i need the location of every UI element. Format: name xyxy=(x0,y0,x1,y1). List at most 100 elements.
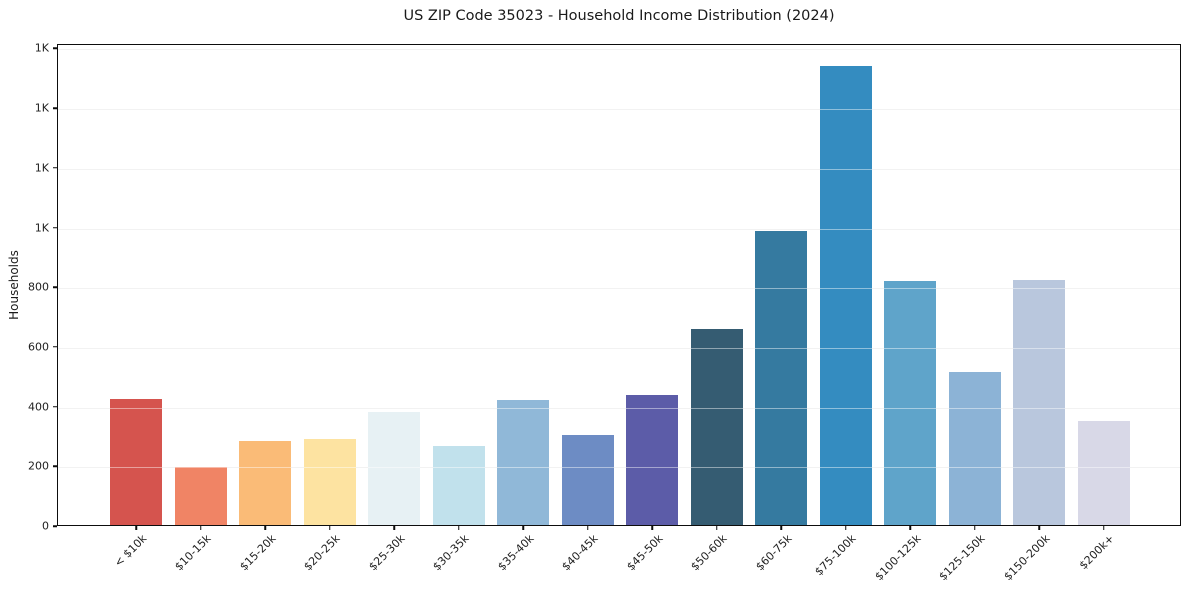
x-tick-mark xyxy=(1103,525,1105,530)
x-tick-label: < $10k xyxy=(111,532,150,570)
category-slot: $150-200k xyxy=(1001,45,1072,583)
category-slot: $10-15k xyxy=(169,45,234,573)
bar-4 xyxy=(303,439,356,525)
bar-14 xyxy=(948,371,1001,525)
x-tick-mark xyxy=(393,525,395,530)
category-slot: $75-100k xyxy=(813,45,879,578)
gridline-overlay xyxy=(58,109,1180,111)
bar-9 xyxy=(626,395,679,525)
x-tick-mark xyxy=(587,525,589,530)
gridline xyxy=(58,49,1180,51)
bar-15 xyxy=(1013,279,1066,525)
y-tick-label: 1K xyxy=(34,101,49,115)
x-tick-mark xyxy=(780,525,782,530)
y-tick-mark xyxy=(53,167,57,169)
y-tick-label: 1K xyxy=(34,221,49,235)
category-slot: < $10k xyxy=(104,45,169,570)
category-slot: $50-60k xyxy=(685,45,750,573)
x-tick-label: $50-60k xyxy=(688,532,730,574)
category-slot: $60-75k xyxy=(749,45,814,573)
bars-container: < $10k $10-15k $15-20k $20-25k $25-30k $30-35… xyxy=(104,45,1136,583)
y-tick-mark xyxy=(53,346,57,348)
x-tick-mark xyxy=(651,525,653,530)
y-tick-mark xyxy=(53,107,57,109)
gridline-overlay xyxy=(58,467,1180,469)
x-tick-mark xyxy=(329,525,331,530)
bar-3 xyxy=(239,441,292,525)
x-tick-label: $30-35k xyxy=(430,532,472,574)
x-tick-label: $60-75k xyxy=(753,532,795,574)
y-tick-label: 600 xyxy=(28,340,49,354)
category-slot: $45-50k xyxy=(620,45,685,573)
x-tick-label: $100-125k xyxy=(872,532,924,584)
gridline-overlay xyxy=(58,49,1180,51)
x-tick-mark xyxy=(458,525,460,530)
x-tick-mark xyxy=(716,525,718,530)
y-tick-label: 800 xyxy=(28,280,49,294)
category-slot: $25-30k xyxy=(362,45,427,573)
chart-title: US ZIP Code 35023 - Household Income Dis… xyxy=(403,8,835,24)
y-tick-label: 1K xyxy=(34,41,49,55)
x-tick-mark xyxy=(1038,525,1040,530)
gridline-overlay xyxy=(58,347,1180,349)
x-tick-label: $35-40k xyxy=(495,532,537,574)
bar-6 xyxy=(432,446,485,525)
x-tick-label: $150-200k xyxy=(1001,532,1053,584)
y-tick-label: 200 xyxy=(28,459,49,473)
gridline-overlay xyxy=(58,228,1180,230)
y-tick-mark xyxy=(53,525,57,527)
gridline-overlay xyxy=(58,407,1180,409)
y-tick-label: 1K xyxy=(34,161,49,175)
bar-1 xyxy=(110,399,163,525)
bar-13 xyxy=(884,281,937,525)
x-tick-mark xyxy=(264,525,266,530)
category-slot: $35-40k xyxy=(491,45,556,573)
x-tick-mark xyxy=(974,525,976,530)
x-tick-mark xyxy=(845,525,847,530)
gridline xyxy=(58,407,1180,409)
bar-5 xyxy=(368,412,421,525)
gridline xyxy=(58,168,1180,170)
y-tick-mark xyxy=(53,47,57,50)
bar-2 xyxy=(174,466,227,525)
x-tick-label: $200k+ xyxy=(1076,532,1117,573)
category-slot: $100-125k xyxy=(872,45,943,583)
x-tick-mark xyxy=(200,525,202,530)
x-tick-label: $20-25k xyxy=(301,532,343,574)
x-tick-mark xyxy=(522,525,524,530)
bar-10 xyxy=(690,328,743,525)
category-slot: $40-45k xyxy=(556,45,621,573)
gridline xyxy=(58,467,1180,469)
x-tick-label: $45-50k xyxy=(624,532,666,574)
x-tick-label: $75-100k xyxy=(812,532,859,579)
bar-7 xyxy=(497,400,550,525)
bar-11 xyxy=(755,230,808,525)
plot-area: < $10k $10-15k $15-20k $20-25k $25-30k $30-35… xyxy=(57,44,1181,583)
gridline xyxy=(58,288,1180,290)
bar-8 xyxy=(561,435,614,525)
x-tick-label: $10-15k xyxy=(172,532,214,574)
gridline xyxy=(58,228,1180,230)
y-tick-mark xyxy=(53,465,57,468)
bar-16 xyxy=(1077,420,1130,525)
y-tick-mark xyxy=(53,405,57,408)
gridline xyxy=(58,347,1180,349)
y-tick-mark xyxy=(53,286,57,288)
y-tick-mark xyxy=(53,226,57,229)
gridline-overlay xyxy=(58,288,1180,290)
y-tick-label: 0 xyxy=(42,519,49,533)
gridline-overlay xyxy=(58,168,1180,170)
x-tick-mark xyxy=(909,525,911,530)
category-slot: $30-35k xyxy=(427,45,492,573)
x-tick-label: $40-45k xyxy=(559,532,601,574)
y-tick-label: 400 xyxy=(28,400,49,414)
gridline xyxy=(58,109,1180,111)
x-tick-label: $25-30k xyxy=(366,532,408,574)
category-slot: $15-20k xyxy=(233,45,298,573)
category-slot: $125-150k xyxy=(937,45,1008,583)
x-tick-label: $125-150k xyxy=(936,532,988,584)
category-slot: $20-25k xyxy=(298,45,363,573)
x-tick-mark xyxy=(135,525,137,530)
x-tick-label: $15-20k xyxy=(237,532,279,574)
